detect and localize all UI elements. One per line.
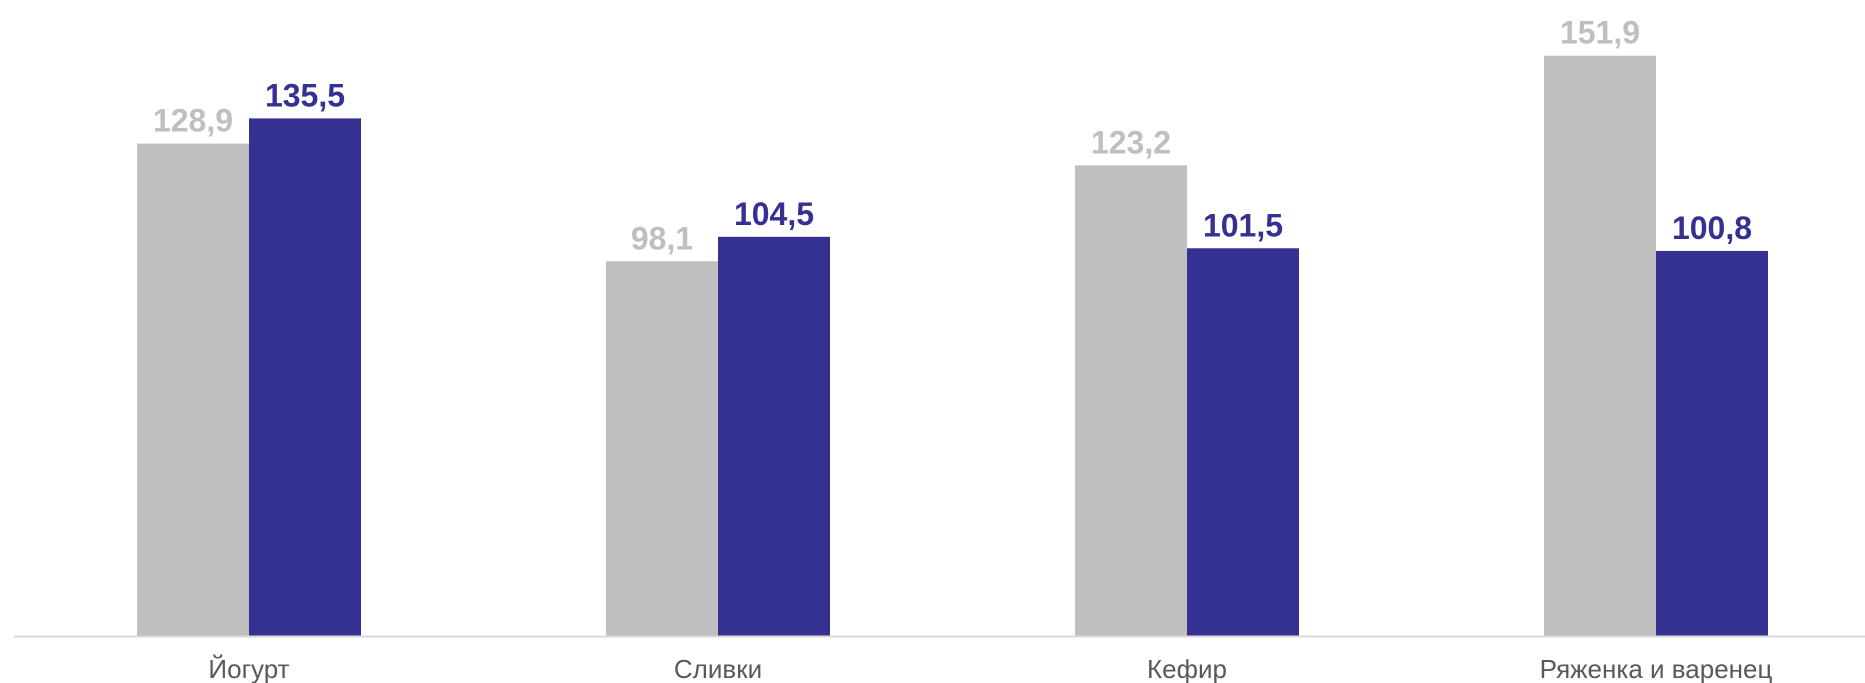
bar-s1-c1 (137, 143, 249, 637)
category-label-1: Йогурт (208, 654, 289, 683)
category-label-4: Ряженка и варенец (1540, 654, 1773, 683)
value-label-s2-c4: 100,8 (1672, 210, 1752, 246)
value-label-s2-c1: 135,5 (265, 77, 345, 113)
bar-s1-c4 (1544, 55, 1656, 636)
bar-s2-c1 (249, 118, 361, 636)
bars-layer (137, 55, 1768, 637)
bar-s2-c2 (718, 236, 830, 636)
category-label-3: Кефир (1147, 654, 1227, 683)
value-label-s1-c1: 128,9 (153, 103, 233, 139)
bar-s1-c3 (1075, 165, 1187, 636)
category-labels-layer: Йогурт Сливки Кефир Ряженка и варенец (208, 654, 1772, 683)
value-label-s1-c3: 123,2 (1091, 124, 1171, 160)
value-label-s1-c4: 151,9 (1560, 15, 1640, 51)
bar-s2-c3 (1187, 248, 1299, 636)
value-label-s2-c2: 104,5 (734, 196, 814, 232)
value-label-s2-c3: 101,5 (1203, 207, 1283, 243)
bar-s1-c2 (606, 261, 718, 636)
value-label-s1-c2: 98,1 (631, 220, 693, 256)
category-label-2: Сливки (674, 654, 762, 683)
value-labels-layer: 128,9 135,5 98,1 104,5 123,2 101,5 151,9 100,8 (153, 15, 1752, 257)
bar-s2-c4 (1656, 250, 1768, 636)
